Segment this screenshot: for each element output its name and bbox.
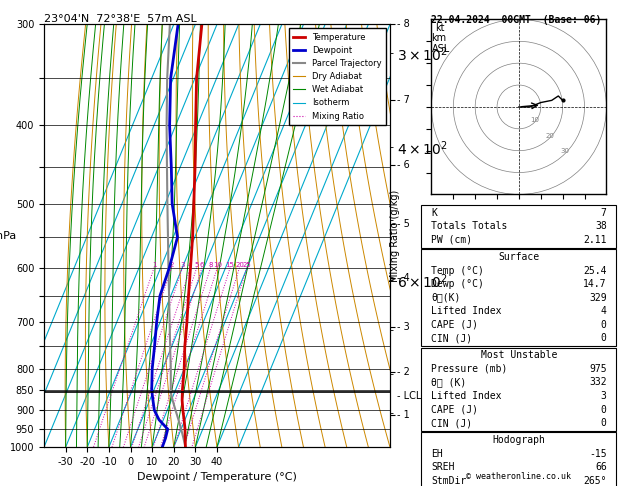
Text: - 7: - 7 [397,94,409,104]
Text: 3: 3 [601,391,606,401]
Bar [421,249,616,346]
Text: © weatheronline.co.uk: © weatheronline.co.uk [467,472,571,481]
Text: 20: 20 [545,133,554,139]
Bar [421,205,616,248]
Text: PW (cm): PW (cm) [431,235,472,245]
Text: CIN (J): CIN (J) [431,333,472,343]
Text: CIN (J): CIN (J) [431,418,472,428]
Text: - 4: - 4 [397,273,409,283]
Text: 5: 5 [194,262,199,268]
Text: - 6: - 6 [397,160,409,170]
Text: Surface: Surface [498,252,540,262]
Bar [421,433,616,486]
Text: 38: 38 [595,221,606,231]
Text: 0: 0 [601,418,606,428]
Bar [421,347,616,431]
Text: 0: 0 [601,320,606,330]
Text: - 8: - 8 [397,19,409,29]
Text: 2.11: 2.11 [583,235,606,245]
Text: CAPE (J): CAPE (J) [431,320,478,330]
Text: 1: 1 [152,262,157,268]
Text: 15: 15 [226,262,235,268]
Text: 4: 4 [601,306,606,316]
Text: EH: EH [431,449,443,459]
Text: 3: 3 [180,262,185,268]
Text: 265°: 265° [583,476,606,486]
Text: 329: 329 [589,293,606,303]
Text: 2: 2 [169,262,174,268]
Text: Lifted Index: Lifted Index [431,391,502,401]
Text: 7: 7 [601,208,606,218]
Text: Hodograph: Hodograph [493,435,545,445]
Legend: Temperature, Dewpoint, Parcel Trajectory, Dry Adiabat, Wet Adiabat, Isotherm, Mi: Temperature, Dewpoint, Parcel Trajectory… [289,29,386,125]
Text: 332: 332 [589,378,606,387]
Text: - 3: - 3 [397,322,409,331]
Text: 30: 30 [560,148,569,154]
Text: CAPE (J): CAPE (J) [431,404,478,415]
Text: 25: 25 [243,262,251,268]
Text: θᴇ(K): θᴇ(K) [431,293,460,303]
Text: 22.04.2024  00GMT  (Base: 06): 22.04.2024 00GMT (Base: 06) [431,15,601,25]
Text: km
ASL: km ASL [431,33,450,54]
Text: 14.7: 14.7 [583,279,606,289]
Text: StmDir: StmDir [431,476,467,486]
Text: - 1: - 1 [397,410,409,420]
Text: Mixing Ratio (g/kg): Mixing Ratio (g/kg) [390,190,400,282]
Text: 66: 66 [595,462,606,472]
Text: Pressure (mb): Pressure (mb) [431,364,508,374]
Text: 975: 975 [589,364,606,374]
Text: 0: 0 [601,404,606,415]
Text: - 2: - 2 [397,367,409,377]
Text: kt: kt [435,23,445,33]
Text: 10: 10 [213,262,222,268]
Text: 25.4: 25.4 [583,265,606,276]
Text: Totals Totals: Totals Totals [431,221,508,231]
Text: -15: -15 [589,449,606,459]
Text: 20: 20 [235,262,244,268]
Text: Most Unstable: Most Unstable [481,350,557,361]
Text: 23°04'N  72°38'E  57m ASL: 23°04'N 72°38'E 57m ASL [44,14,197,23]
Text: 6: 6 [200,262,204,268]
Text: K: K [431,208,437,218]
Text: 0: 0 [601,333,606,343]
Text: θᴇ (K): θᴇ (K) [431,378,467,387]
Text: - LCL: - LCL [397,391,421,401]
Text: 10: 10 [530,117,538,123]
Text: hPa: hPa [0,231,16,241]
X-axis label: Dewpoint / Temperature (°C): Dewpoint / Temperature (°C) [137,472,297,483]
Text: - 5: - 5 [397,219,409,229]
Text: Dewp (°C): Dewp (°C) [431,279,484,289]
Text: Lifted Index: Lifted Index [431,306,502,316]
Text: 4: 4 [188,262,192,268]
Text: SREH: SREH [431,462,455,472]
Text: 8: 8 [208,262,213,268]
Text: Temp (°C): Temp (°C) [431,265,484,276]
